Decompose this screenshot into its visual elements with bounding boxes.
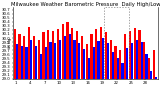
Bar — [52, 31, 54, 79]
Bar — [45, 47, 47, 79]
Bar — [97, 41, 100, 79]
Bar — [57, 29, 59, 79]
Bar — [143, 42, 145, 79]
Bar — [30, 40, 32, 79]
Bar — [64, 36, 66, 79]
Bar — [145, 54, 148, 79]
Bar — [104, 7, 129, 79]
Bar — [78, 43, 80, 79]
Bar — [95, 29, 97, 79]
Bar — [119, 50, 121, 79]
Bar — [38, 40, 40, 79]
Bar — [148, 58, 150, 79]
Bar — [88, 58, 90, 79]
Bar — [121, 63, 124, 79]
Bar — [107, 43, 109, 79]
Bar — [93, 47, 95, 79]
Bar — [28, 27, 30, 79]
Bar — [153, 50, 155, 79]
Bar — [124, 34, 126, 79]
Bar — [141, 42, 143, 79]
Bar — [150, 71, 152, 79]
Bar — [105, 32, 107, 79]
Bar — [138, 30, 141, 79]
Bar — [40, 54, 42, 79]
Bar — [35, 46, 37, 79]
Bar — [25, 47, 28, 79]
Bar — [155, 77, 157, 79]
Bar — [131, 43, 133, 79]
Bar — [83, 50, 85, 79]
Title: Milwaukee Weather Barometric Pressure  Daily High/Low: Milwaukee Weather Barometric Pressure Da… — [11, 2, 160, 7]
Bar — [14, 29, 16, 79]
Bar — [71, 28, 73, 79]
Y-axis label: in Hg: in Hg — [8, 38, 12, 48]
Bar — [114, 46, 117, 79]
Bar — [54, 43, 56, 79]
Bar — [134, 28, 136, 79]
Bar — [59, 40, 61, 79]
Bar — [23, 36, 25, 79]
Bar — [21, 46, 23, 79]
Bar — [129, 31, 131, 79]
Bar — [110, 40, 112, 79]
Bar — [42, 32, 45, 79]
Bar — [49, 42, 52, 79]
Bar — [62, 24, 64, 79]
Bar — [102, 38, 104, 79]
Bar — [69, 34, 71, 79]
Bar — [100, 27, 102, 79]
Bar — [112, 52, 114, 79]
Bar — [126, 48, 128, 79]
Bar — [117, 58, 119, 79]
Bar — [86, 44, 88, 79]
Bar — [90, 34, 93, 79]
Bar — [47, 30, 49, 79]
Bar — [18, 34, 21, 79]
Bar — [136, 40, 138, 79]
Bar — [81, 36, 83, 79]
Bar — [73, 40, 76, 79]
Bar — [76, 31, 78, 79]
Bar — [66, 22, 69, 79]
Bar — [33, 36, 35, 79]
Bar — [16, 44, 18, 79]
